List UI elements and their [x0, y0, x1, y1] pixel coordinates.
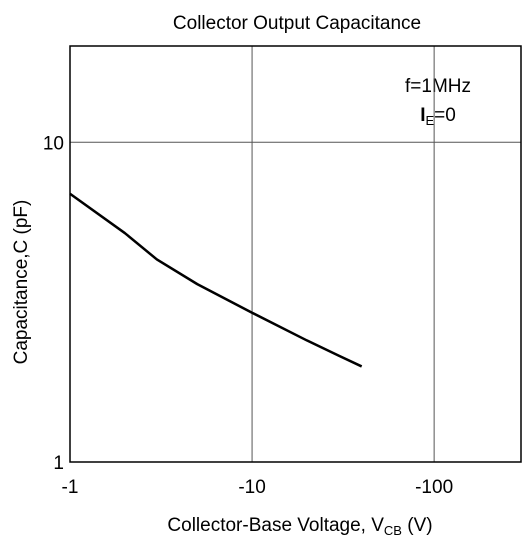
y-axis-label: Capacitance,C (pF) — [11, 200, 32, 365]
x-axis-label-main: Collector-Base Voltage, V — [167, 515, 384, 536]
line — [69, 192, 363, 368]
annotation: f=1MHz — [405, 76, 471, 97]
y-tick-label: 10 — [43, 133, 64, 154]
x-tick-label: -10 — [238, 477, 265, 498]
x-axis-label: Collector-Base Voltage, VCB (V) — [167, 515, 432, 538]
annotation: IE=0 — [420, 105, 456, 128]
x-tick-label: -1 — [62, 477, 79, 498]
x-axis-label-sub: CB — [384, 523, 402, 538]
annotation-main: I — [420, 105, 425, 126]
x-axis-label-unit: (V) — [402, 515, 433, 536]
annotation-sub: E — [425, 113, 434, 128]
chart-title: Collector Output Capacitance — [173, 13, 421, 34]
annotation-rest: =0 — [434, 105, 456, 126]
plot-frame — [69, 45, 522, 463]
x-tick-label: -100 — [415, 477, 453, 498]
y-tick-label: 1 — [53, 453, 64, 474]
